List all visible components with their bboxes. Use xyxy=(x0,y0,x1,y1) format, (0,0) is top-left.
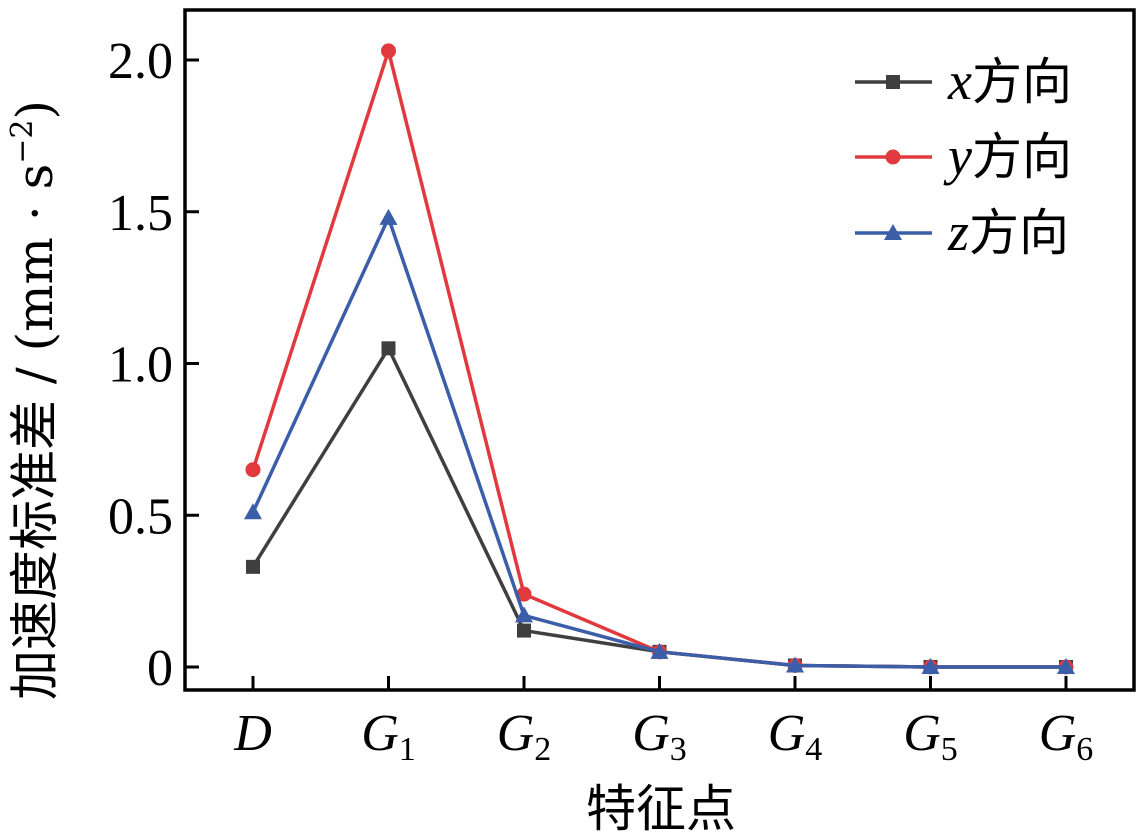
series-z xyxy=(244,208,1075,674)
x-axis-ticks: D G1 G2 G3 G4 G5 G6 xyxy=(233,676,1093,768)
legend-item-x: x方向 xyxy=(855,51,1072,111)
x-tick-main: D xyxy=(233,705,272,762)
series-line-x xyxy=(251,344,1066,669)
x-tick-label: G6 xyxy=(1039,705,1094,768)
legend-item-y: y方向 xyxy=(855,126,1072,186)
x-tick-label: D xyxy=(233,705,272,762)
x-tick-sub: 3 xyxy=(670,731,687,768)
x-tick-label: G1 xyxy=(361,705,416,768)
y-tick-label: 0 xyxy=(147,640,173,697)
y-tick-label: 2.0 xyxy=(108,33,173,90)
legend-var: y xyxy=(943,126,972,186)
y-tick-label: 1.5 xyxy=(108,185,173,242)
data-point-y xyxy=(381,43,396,59)
data-point-z xyxy=(786,656,804,673)
x-tick-main: G xyxy=(768,705,806,762)
legend-text: 方向 xyxy=(972,53,1072,111)
x-tick-sub: 4 xyxy=(805,731,822,768)
legend-var: z xyxy=(947,202,969,262)
legend-swatch-marker xyxy=(886,75,900,89)
data-point-z xyxy=(921,658,940,674)
y-tick-label: 1.0 xyxy=(108,337,173,394)
legend-text: 方向 xyxy=(972,128,1072,186)
y-axis-ticks: 0 0.5 1.0 1.5 2.0 xyxy=(108,33,199,697)
legend-var: x xyxy=(947,51,972,111)
y-axis-label: 加速度标准差 / (mm · s−2) xyxy=(5,100,64,700)
y-tick-label: 0.5 xyxy=(108,488,173,545)
series-x xyxy=(246,341,1073,674)
data-point-y xyxy=(516,586,532,602)
y-axis-label-sup: −2 xyxy=(5,119,40,163)
data-point-y xyxy=(245,462,261,478)
series-layer xyxy=(244,43,1075,675)
data-point-x xyxy=(517,623,531,638)
x-tick-label: G5 xyxy=(903,705,958,768)
y-axis-label-close: ) xyxy=(6,100,64,120)
data-point-z xyxy=(1057,658,1075,674)
data-point-z xyxy=(515,606,533,623)
x-tick-label: G2 xyxy=(497,705,552,768)
x-tick-sub: 1 xyxy=(399,731,416,768)
data-point-x xyxy=(381,341,396,356)
series-line-y xyxy=(251,44,1066,669)
x-tick-label: G4 xyxy=(768,705,823,768)
legend-swatch-marker xyxy=(884,224,902,240)
x-tick-main: G xyxy=(361,705,399,762)
legend-label: y方向 xyxy=(943,126,1072,186)
legend-item-z: z方向 xyxy=(855,202,1069,262)
y-axis-label-main: 加速度标准差 / (mm · s xyxy=(6,164,64,700)
legend-label: z方向 xyxy=(947,202,1069,262)
x-tick-main: G xyxy=(632,705,670,762)
legend-swatch-marker xyxy=(885,149,901,165)
x-tick-main: G xyxy=(497,705,535,762)
x-tick-sub: 5 xyxy=(941,731,958,768)
series-line-z xyxy=(251,213,1066,669)
legend-text: 方向 xyxy=(969,204,1069,262)
legend-label: x方向 xyxy=(947,51,1072,111)
data-point-z xyxy=(650,642,669,659)
data-point-x xyxy=(246,559,260,574)
x-tick-label: G3 xyxy=(632,705,687,768)
x-tick-main: G xyxy=(1039,705,1077,762)
x-tick-sub: 2 xyxy=(534,731,551,768)
data-point-z xyxy=(379,208,398,225)
x-axis-label: 特征点 xyxy=(586,780,736,838)
data-point-z xyxy=(244,503,262,520)
x-tick-sub: 6 xyxy=(1076,731,1093,768)
x-tick-main: G xyxy=(903,705,941,762)
